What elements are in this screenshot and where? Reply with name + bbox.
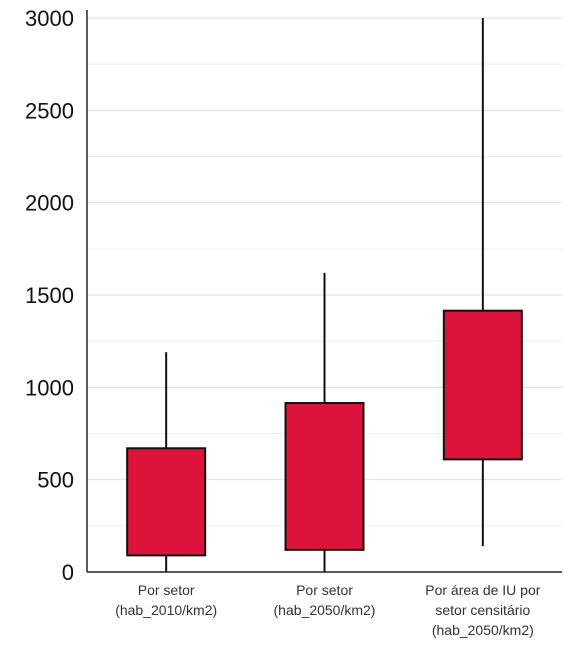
boxes	[126, 309, 523, 557]
y-tick-label: 0	[62, 560, 74, 585]
box	[284, 402, 365, 551]
x-tick-label: Por setor	[296, 582, 353, 598]
x-tick-label: Por área de IU por	[425, 582, 541, 598]
x-tick-label: (hab_2050/km2)	[274, 602, 376, 618]
y-tick-label: 3000	[25, 6, 74, 31]
y-tick-label: 2000	[25, 191, 74, 216]
y-tick-label: 1000	[25, 375, 74, 400]
x-tick-label: (hab_2050/km2)	[432, 622, 534, 638]
y-axis-ticks: 0 500 1000 1500 2000 2500 3000	[25, 6, 74, 585]
y-tick-label: 500	[37, 468, 74, 493]
x-tick-label: Por setor	[138, 582, 195, 598]
y-tick-label: 1500	[25, 283, 74, 308]
axes	[86, 10, 562, 573]
box	[442, 309, 523, 461]
x-tick-label: setor censitário	[435, 602, 530, 618]
x-tick-label: (hab_2010/km2)	[115, 602, 217, 618]
box	[126, 447, 207, 557]
y-tick-label: 2500	[25, 98, 74, 123]
x-axis-ticks: Por setor (hab_2010/km2) Por setor (hab_205…	[115, 582, 541, 638]
